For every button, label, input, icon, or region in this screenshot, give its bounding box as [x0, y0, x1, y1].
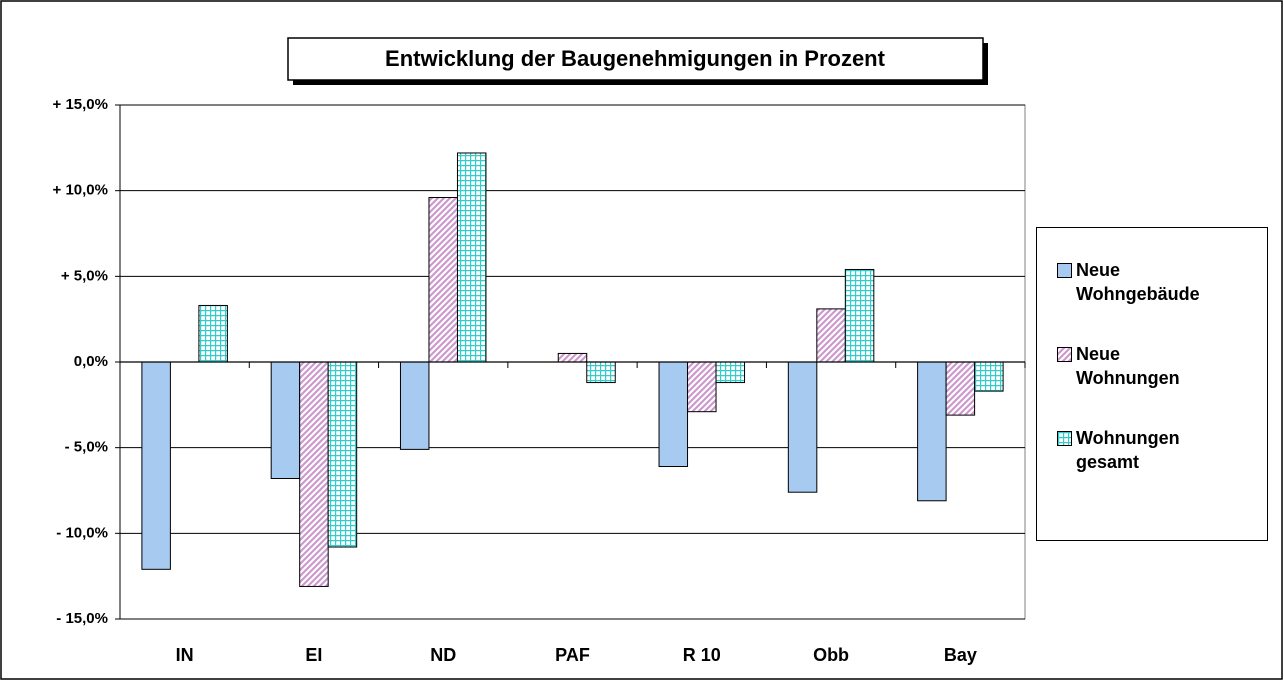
x-tick-label: Bay [944, 645, 977, 665]
bar [456, 152, 487, 363]
bar [299, 361, 329, 587]
title-box [287, 37, 984, 81]
bar [557, 352, 588, 363]
bar [399, 361, 430, 450]
x-tick-label: EI [305, 645, 322, 665]
bar [687, 361, 717, 413]
x-tick-label: R 10 [683, 645, 721, 665]
bar [141, 361, 171, 570]
y-tick-label: - 15,0% [56, 610, 108, 627]
legend-item: Wohnungen gesamt [1057, 426, 1267, 474]
legend-item: Neue Wohngebäude [1057, 258, 1267, 306]
x-tick-label: Obb [813, 645, 849, 665]
y-tick-label: - 10,0% [56, 524, 108, 541]
bar [715, 361, 746, 384]
bar [945, 361, 976, 416]
y-tick-label: - 5,0% [65, 439, 108, 456]
bar [974, 361, 1004, 392]
bar [787, 361, 818, 493]
legend-swatch [1057, 431, 1072, 446]
y-tick-label: 0,0% [74, 353, 108, 370]
bar [816, 308, 846, 363]
legend-label: Neue Wohnungen [1076, 344, 1180, 388]
y-tick-label: + 15,0% [53, 96, 108, 113]
bar [198, 304, 228, 363]
y-tick-label: + 5,0% [61, 267, 108, 284]
x-tick-label: PAF [555, 645, 590, 665]
bar [844, 268, 875, 363]
bar [917, 361, 947, 502]
bar [586, 361, 616, 384]
legend-item: Neue Wohnungen [1057, 342, 1267, 390]
x-tick-label: IN [176, 645, 194, 665]
bar [428, 197, 458, 363]
legend-swatch [1057, 347, 1072, 362]
bar [658, 361, 689, 468]
x-tick-label: ND [430, 645, 456, 665]
legend: Neue Wohngebäude Neue Wohnungen Wohnungen … [1036, 227, 1268, 541]
bar [270, 361, 301, 480]
legend-label: Wohnungen gesamt [1076, 428, 1180, 472]
chart-title: Entwicklung der Baugenehmigungen in Proz… [385, 46, 886, 71]
legend-swatch [1057, 263, 1072, 278]
legend-label: Neue Wohngebäude [1076, 260, 1200, 304]
y-tick-label: + 10,0% [53, 182, 108, 199]
bar [327, 361, 358, 548]
